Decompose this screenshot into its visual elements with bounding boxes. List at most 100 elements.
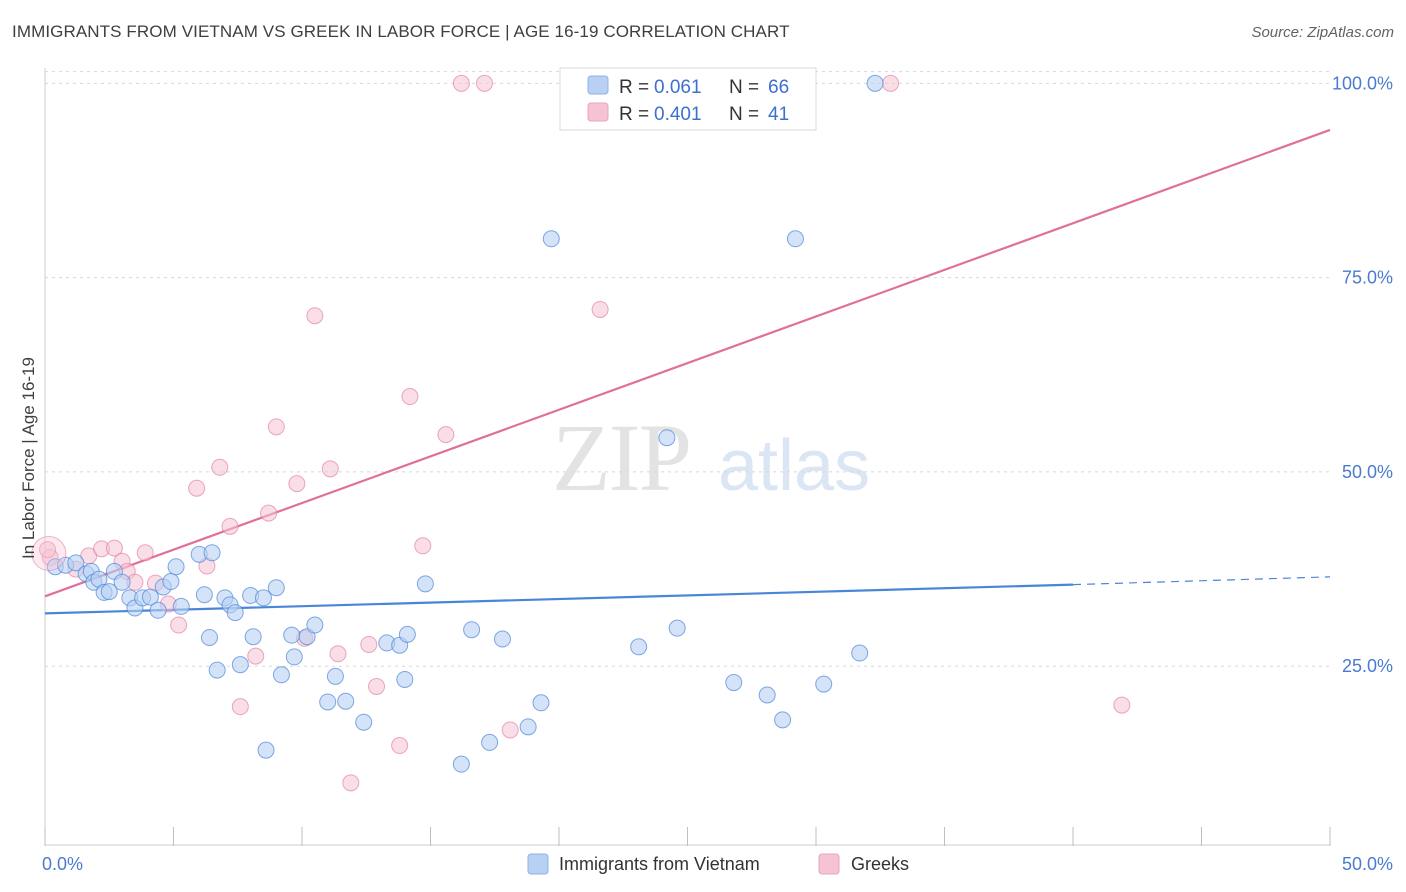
point-greek xyxy=(591,300,609,318)
y-tick-labels: 25.0% 50.0% 75.0% 100.0% xyxy=(1332,73,1393,676)
point-greek xyxy=(882,74,900,92)
gridlines xyxy=(45,71,1330,667)
point-vietnam xyxy=(285,648,303,666)
point-greek xyxy=(437,426,455,444)
point-vietnam xyxy=(326,667,344,685)
point-vietnam xyxy=(758,686,776,704)
trend-lines xyxy=(44,128,1331,615)
point-vietnam xyxy=(815,675,833,693)
point-greek xyxy=(260,504,278,522)
point-vietnam xyxy=(786,230,804,248)
point-greek xyxy=(306,307,324,325)
point-greek xyxy=(231,698,249,716)
axes xyxy=(44,68,1331,846)
point-vietnam xyxy=(203,544,221,562)
x-tick-label-max: 50.0% xyxy=(1342,854,1393,874)
point-greek xyxy=(475,74,493,92)
point-vietnam xyxy=(355,713,373,731)
point-vietnam xyxy=(208,661,226,679)
point-greek xyxy=(170,616,188,634)
point-vietnam xyxy=(283,626,301,644)
point-greek xyxy=(267,418,285,436)
legend-n-value-vietnam: 66 xyxy=(768,77,789,98)
point-vietnam xyxy=(416,575,434,593)
legend: R = 0.061 N = 66 R = 0.401 N = 41 xyxy=(559,67,817,131)
point-vietnam xyxy=(532,694,550,712)
trend-line-greek xyxy=(44,128,1331,598)
point-vietnam xyxy=(725,674,743,692)
point-vietnam xyxy=(244,628,262,646)
point-vietnam xyxy=(866,74,884,92)
point-vietnam xyxy=(257,741,275,759)
legend-r-label-vietnam: R = xyxy=(619,77,649,98)
point-vietnam xyxy=(542,230,560,248)
bottom-legend-label-vietnam: Immigrants from Vietnam xyxy=(559,854,760,874)
point-greek xyxy=(452,74,470,92)
point-greek xyxy=(342,774,360,792)
source-credit: Source: ZipAtlas.com xyxy=(1251,24,1394,41)
point-vietnam xyxy=(172,597,190,615)
point-vietnam xyxy=(319,693,337,711)
point-greek xyxy=(501,721,519,739)
point-vietnam xyxy=(267,579,285,597)
point-vietnam xyxy=(67,554,85,572)
point-greek xyxy=(136,544,154,562)
point-vietnam xyxy=(396,670,414,688)
point-greek xyxy=(288,475,306,493)
legend-r-label-greek: R = xyxy=(619,104,649,125)
point-greek xyxy=(221,517,239,535)
point-vietnam xyxy=(463,621,481,639)
bottom-legend-swatch-greek xyxy=(818,853,840,875)
watermark-zip: ZIP xyxy=(552,404,690,511)
y-tick-label: 50.0% xyxy=(1342,462,1393,482)
point-vietnam xyxy=(231,656,249,674)
legend-n-label-vietnam: N = xyxy=(729,77,759,98)
legend-swatch-vietnam xyxy=(587,75,609,95)
point-greek xyxy=(414,537,432,555)
point-vietnam xyxy=(200,628,218,646)
y-tick-label: 75.0% xyxy=(1342,268,1393,288)
point-greek xyxy=(1113,696,1131,714)
point-greek xyxy=(391,737,409,755)
point-vietnam xyxy=(493,630,511,648)
point-greek xyxy=(321,460,339,478)
point-greek xyxy=(188,479,206,497)
point-vietnam xyxy=(306,616,324,634)
point-vietnam xyxy=(149,601,167,619)
trend-line-vietnam xyxy=(44,583,1074,615)
point-vietnam xyxy=(658,429,676,447)
point-vietnam xyxy=(519,718,537,736)
point-greek xyxy=(368,677,386,695)
legend-n-value-greek: 41 xyxy=(768,104,789,125)
point-vietnam xyxy=(668,619,686,637)
x-tick-label-min: 0.0% xyxy=(42,854,83,874)
point-vietnam xyxy=(298,628,316,646)
point-vietnam xyxy=(398,625,416,643)
point-greek xyxy=(39,541,57,559)
legend-r-value-vietnam: 0.061 xyxy=(654,77,702,98)
point-vietnam xyxy=(100,583,118,601)
point-greek xyxy=(211,458,229,476)
y-tick-label: 100.0% xyxy=(1332,73,1393,93)
legend-swatch-greek xyxy=(587,102,609,122)
point-vietnam xyxy=(481,733,499,751)
point-greek xyxy=(329,645,347,663)
point-vietnam xyxy=(195,586,213,604)
point-greek xyxy=(401,388,419,406)
y-axis-label: In Labor Force | Age 16-19 xyxy=(19,357,38,559)
point-vietnam xyxy=(141,588,159,606)
point-vietnam xyxy=(272,666,290,684)
point-vietnam xyxy=(254,589,272,607)
bottom-legend-swatch-vietnam xyxy=(527,853,549,875)
legend-n-label-greek: N = xyxy=(729,104,759,125)
legend-r-value-greek: 0.401 xyxy=(654,104,702,125)
bottom-legend-label-greek: Greeks xyxy=(851,854,909,874)
data-points xyxy=(31,74,1131,792)
point-vietnam xyxy=(113,573,131,591)
point-greek xyxy=(247,647,265,665)
trend-line-vietnam-extension xyxy=(1072,576,1331,586)
point-greek xyxy=(360,635,378,653)
y-tick-label: 25.0% xyxy=(1342,656,1393,676)
point-greek xyxy=(105,539,123,557)
